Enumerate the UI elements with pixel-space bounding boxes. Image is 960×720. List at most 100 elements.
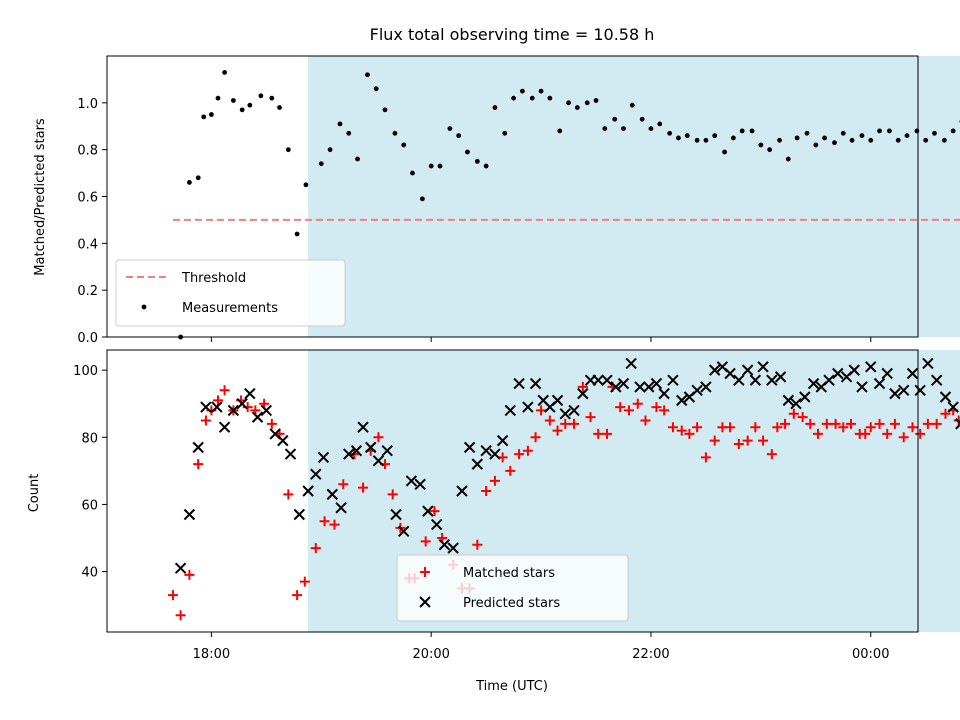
measurement-point <box>703 137 709 143</box>
measurement-point <box>694 137 700 143</box>
predicted-star-point <box>357 421 369 433</box>
measurement-point <box>557 128 563 134</box>
predicted-star-point <box>284 448 297 460</box>
measurement-point <box>712 133 718 139</box>
matched-star-point <box>845 418 856 429</box>
measurement-point <box>868 137 874 143</box>
predicted-star-point <box>658 387 670 400</box>
predicted-star-point <box>889 387 901 400</box>
measurement-point <box>832 140 837 146</box>
axes-frame <box>106 349 919 633</box>
count-panel: 40608010018:0020:0022:0000:0002:0004:000… <box>73 349 960 662</box>
x-tick-label: 22:00 <box>632 647 669 662</box>
matched-star-point <box>212 395 223 406</box>
matched-star-point <box>812 428 823 439</box>
legend-box <box>115 259 346 327</box>
predicted-star-point <box>782 394 795 407</box>
predicted-star-point <box>390 508 402 521</box>
matched-star-point <box>623 405 634 416</box>
predicted-star-point <box>456 485 468 497</box>
legend-measurement-swatch <box>141 304 147 310</box>
bottom-y-axis-label: Count <box>27 474 42 513</box>
measurement-point <box>849 137 855 143</box>
measurement-point <box>602 126 608 131</box>
x-tick-label: 00:00 <box>852 647 889 662</box>
legend-label: Threshold <box>181 271 246 286</box>
measurement-point <box>612 116 618 122</box>
matched-star-point <box>632 398 643 409</box>
matched-star-point <box>766 449 777 460</box>
measurement-point <box>794 135 800 141</box>
measurement-point <box>722 149 727 155</box>
matched-star-point <box>420 536 431 547</box>
predicted-star-point <box>422 505 434 517</box>
predicted-star-point <box>343 448 355 460</box>
predicted-star-point <box>218 421 231 433</box>
predicted-star-point <box>504 404 517 417</box>
predicted-star-point <box>559 408 571 420</box>
measurement-point <box>382 107 388 113</box>
measurement-point <box>758 142 764 148</box>
matched-star-point <box>915 428 926 439</box>
y-tick-label: 0.4 <box>77 237 98 252</box>
matched-star-point <box>684 428 695 439</box>
predicted-star-point <box>350 445 363 457</box>
matched-star-point <box>830 418 841 429</box>
matched-star-point <box>733 439 744 449</box>
measurement-point <box>337 121 343 127</box>
matched-star-point <box>725 422 736 433</box>
x-tick-label: 20:00 <box>412 647 449 662</box>
matched-star-point <box>788 408 799 419</box>
matched-star-point <box>742 435 753 446</box>
predicted-star-point <box>317 451 330 464</box>
measurement-point <box>859 133 865 139</box>
measurement-point <box>785 156 791 162</box>
matched-star-point <box>874 418 885 429</box>
measurement-point <box>547 95 553 101</box>
measurement-point <box>914 128 920 134</box>
predicted-star-point <box>741 364 754 376</box>
matched-star-point <box>544 415 555 426</box>
ratio-panel: 0.0 0.2 0.4 0.6 0.8 1.0 Threshold Measurements <box>77 55 960 346</box>
measurement-point <box>941 137 947 143</box>
y-tick-label: 80 <box>81 431 98 446</box>
measurement-point <box>538 88 544 94</box>
measurement-point <box>749 128 755 134</box>
predicted-star-point <box>676 394 688 407</box>
matched-star-point <box>358 482 369 493</box>
predicted-star-point <box>724 367 736 380</box>
measurement-point <box>813 142 819 148</box>
observing-window-band <box>308 56 960 337</box>
predicted-star-point <box>757 361 769 373</box>
predicted-star-point <box>365 441 377 454</box>
predicted-star-point <box>430 518 443 531</box>
x-tick-label: 18:00 <box>193 647 230 662</box>
measurement-point <box>804 130 810 136</box>
predicted-star-point <box>592 374 604 386</box>
predicted-star-point <box>667 374 679 386</box>
predicted-star-point <box>939 391 952 403</box>
predicted-star-point <box>898 384 910 396</box>
y-tick-label: 100 <box>73 364 98 379</box>
matched-star-point <box>522 445 533 456</box>
predicted-star-point <box>405 475 418 487</box>
matched-star-point <box>780 418 791 429</box>
matched-star-point <box>593 428 604 439</box>
matched-star-point <box>898 432 909 443</box>
predicted-star-point <box>856 381 868 393</box>
predicted-star-point <box>414 478 426 490</box>
measurement-point <box>346 130 352 136</box>
measurement-point <box>904 133 910 139</box>
predicted-star-point <box>873 377 886 390</box>
measurement-point <box>373 86 379 92</box>
measurement-point <box>437 163 443 169</box>
measurement-point <box>483 163 489 169</box>
predicted-star-point <box>700 381 712 393</box>
predicted-star-point <box>463 441 476 454</box>
measurement-point <box>777 137 782 143</box>
matched-star-point <box>530 432 541 443</box>
predicted-star-point <box>922 357 934 370</box>
measurement-point <box>247 102 253 108</box>
predicted-star-point <box>200 401 212 413</box>
matched-star-point <box>505 465 516 476</box>
